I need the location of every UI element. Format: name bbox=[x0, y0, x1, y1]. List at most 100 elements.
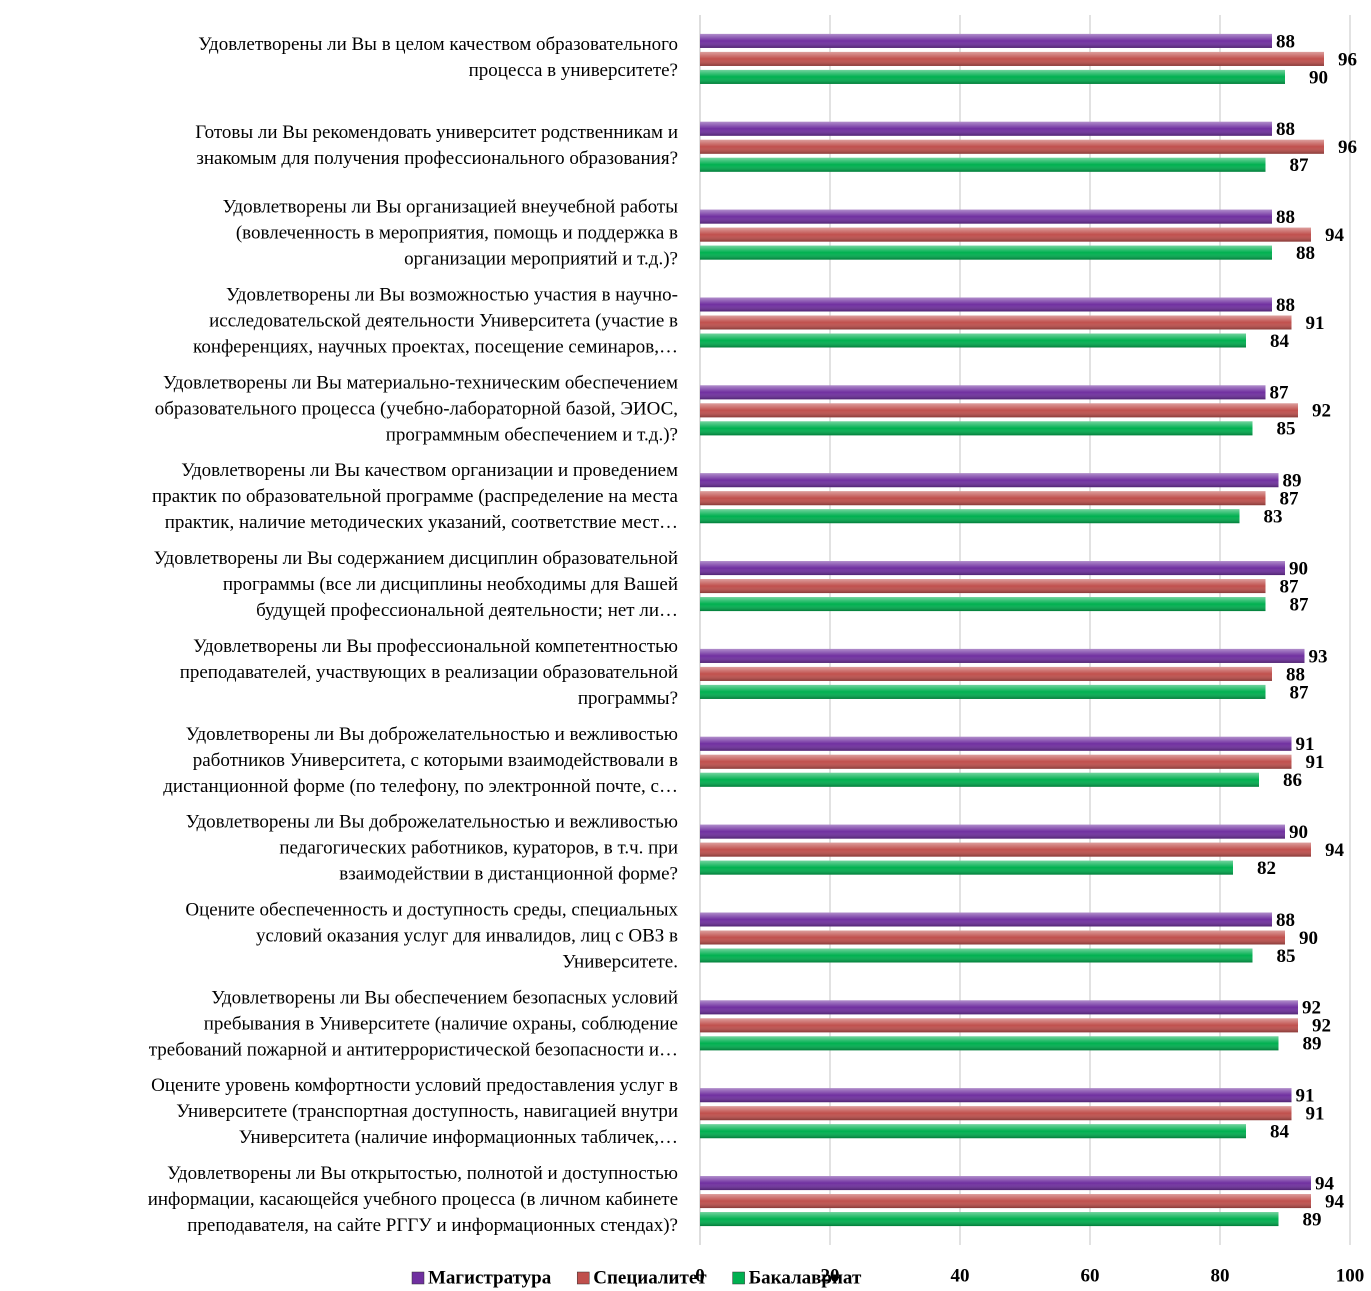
bar-group bbox=[700, 403, 1298, 418]
bar-group bbox=[700, 1036, 1279, 1051]
category-label: Удовлетворены ли Вы в целом качеством об… bbox=[198, 34, 678, 81]
value-label: 86 bbox=[1283, 770, 1302, 791]
bar-shade bbox=[700, 51, 1324, 66]
legend: Магистратура Специалитет Бакалавриат bbox=[411, 1267, 862, 1288]
x-tick-label: 80 bbox=[1211, 1265, 1230, 1286]
bar-group bbox=[700, 139, 1324, 154]
bar-group bbox=[700, 491, 1266, 506]
category-label: Удовлетворены ли Вы материально-техничес… bbox=[155, 373, 678, 446]
bar-group bbox=[700, 315, 1292, 330]
bar-shade bbox=[700, 1176, 1311, 1191]
legend-label: Специалитет bbox=[593, 1267, 707, 1288]
bar-group bbox=[700, 1212, 1279, 1227]
category-label: Готовы ли Вы рекомендовать университет р… bbox=[195, 122, 678, 169]
value-label: 92 bbox=[1312, 401, 1331, 422]
legend-swatch bbox=[411, 1271, 425, 1285]
value-label: 92 bbox=[1302, 998, 1321, 1019]
bar-shade bbox=[700, 245, 1272, 260]
category-label: Оцените уровень комфортности условий пре… bbox=[151, 1076, 678, 1149]
bar-shade bbox=[700, 1018, 1298, 1033]
bar-group bbox=[700, 227, 1311, 242]
category-label: Удовлетворены ли Вы организацией внеучеб… bbox=[223, 197, 679, 270]
bar-group bbox=[700, 1106, 1292, 1121]
value-label: 85 bbox=[1277, 419, 1296, 440]
value-label: 90 bbox=[1289, 822, 1308, 843]
x-tick-label: 0 bbox=[695, 1265, 705, 1286]
bar-group bbox=[700, 421, 1253, 436]
bar-shade bbox=[700, 1212, 1279, 1227]
bar-group bbox=[700, 1194, 1311, 1209]
bar-shade bbox=[700, 684, 1266, 699]
x-tick-label: 100 bbox=[1336, 1265, 1365, 1286]
value-label: 84 bbox=[1270, 331, 1290, 352]
bar-shade bbox=[700, 473, 1279, 488]
bar-shade bbox=[700, 491, 1266, 506]
bar-shade bbox=[700, 561, 1285, 576]
category-label: Удовлетворены ли Вы содержанием дисципли… bbox=[154, 548, 678, 621]
value-label: 89 bbox=[1303, 1034, 1322, 1055]
bar-shade bbox=[700, 69, 1285, 84]
bar-group bbox=[700, 948, 1253, 963]
value-label: 96 bbox=[1338, 137, 1357, 158]
category-label: Удовлетворены ли Вы обеспечением безопас… bbox=[149, 988, 678, 1061]
value-label: 87 bbox=[1290, 155, 1310, 176]
value-label: 91 bbox=[1306, 1104, 1325, 1125]
x-tick-label: 20 bbox=[821, 1265, 840, 1286]
value-label: 84 bbox=[1270, 1122, 1290, 1143]
category-label: Оцените обеспеченность и доступность сре… bbox=[185, 900, 678, 973]
bar-group bbox=[700, 209, 1272, 224]
value-label: 85 bbox=[1277, 946, 1296, 967]
value-label: 94 bbox=[1315, 1173, 1335, 1194]
legend-label: Магистратура bbox=[428, 1267, 552, 1288]
bar-group bbox=[700, 930, 1285, 945]
legend-label: Бакалавриат bbox=[749, 1267, 862, 1288]
value-label: 91 bbox=[1306, 313, 1325, 334]
bar-shade bbox=[700, 315, 1292, 330]
value-label: 87 bbox=[1290, 594, 1310, 615]
bar-group bbox=[700, 824, 1285, 839]
bar-group bbox=[700, 597, 1266, 612]
bar-group bbox=[700, 912, 1272, 927]
bar-group bbox=[700, 1000, 1298, 1015]
value-label: 88 bbox=[1276, 119, 1295, 140]
bar-group bbox=[700, 509, 1240, 524]
value-label: 88 bbox=[1276, 31, 1295, 52]
value-label: 88 bbox=[1276, 207, 1295, 228]
bar-shade bbox=[700, 1088, 1292, 1103]
category-label: Удовлетворены ли Вы доброжелательностью … bbox=[186, 812, 678, 885]
value-label: 96 bbox=[1338, 49, 1357, 70]
bar-shade bbox=[700, 824, 1285, 839]
value-label: 90 bbox=[1299, 928, 1318, 949]
value-label: 88 bbox=[1296, 243, 1315, 264]
legend-swatch bbox=[732, 1271, 745, 1285]
bar-group bbox=[700, 473, 1279, 488]
value-label: 87 bbox=[1290, 682, 1310, 703]
bar-shade bbox=[700, 912, 1272, 927]
value-label: 91 bbox=[1306, 752, 1325, 773]
bar-group bbox=[700, 1088, 1292, 1103]
bar-group bbox=[700, 1176, 1311, 1191]
value-label: 94 bbox=[1325, 840, 1345, 861]
bar-shade bbox=[700, 1106, 1292, 1121]
value-label: 92 bbox=[1312, 1016, 1331, 1037]
bar-shade bbox=[700, 579, 1266, 594]
bar-group bbox=[700, 69, 1285, 84]
value-label: 88 bbox=[1276, 295, 1295, 316]
bar-group bbox=[700, 666, 1272, 681]
bar-group bbox=[700, 385, 1266, 400]
bar-group bbox=[700, 245, 1272, 260]
bar-shade bbox=[700, 648, 1305, 663]
bar-group bbox=[700, 842, 1311, 857]
value-label: 91 bbox=[1296, 1086, 1315, 1107]
category-label: Удовлетворены ли Вы возможностью участия… bbox=[193, 285, 678, 358]
value-label: 87 bbox=[1280, 576, 1300, 597]
bar-group bbox=[700, 579, 1266, 594]
value-label: 87 bbox=[1280, 489, 1300, 510]
bar-shade bbox=[700, 421, 1253, 436]
bar-group bbox=[700, 121, 1272, 136]
value-label: 89 bbox=[1303, 1209, 1322, 1230]
x-tick-label: 60 bbox=[1081, 1265, 1100, 1286]
bar-shade bbox=[700, 1194, 1311, 1209]
bar-shade bbox=[700, 754, 1292, 769]
